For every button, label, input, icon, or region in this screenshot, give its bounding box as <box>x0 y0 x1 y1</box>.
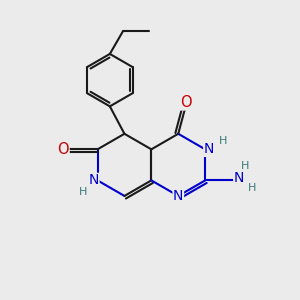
Text: H: H <box>248 183 256 193</box>
Text: O: O <box>57 142 69 157</box>
Text: N: N <box>234 171 244 185</box>
Text: H: H <box>79 187 87 197</box>
Text: H: H <box>218 136 227 146</box>
Text: O: O <box>181 95 192 110</box>
Text: N: N <box>204 142 214 156</box>
Text: H: H <box>241 161 249 171</box>
Text: N: N <box>88 173 99 188</box>
Text: N: N <box>173 189 183 203</box>
